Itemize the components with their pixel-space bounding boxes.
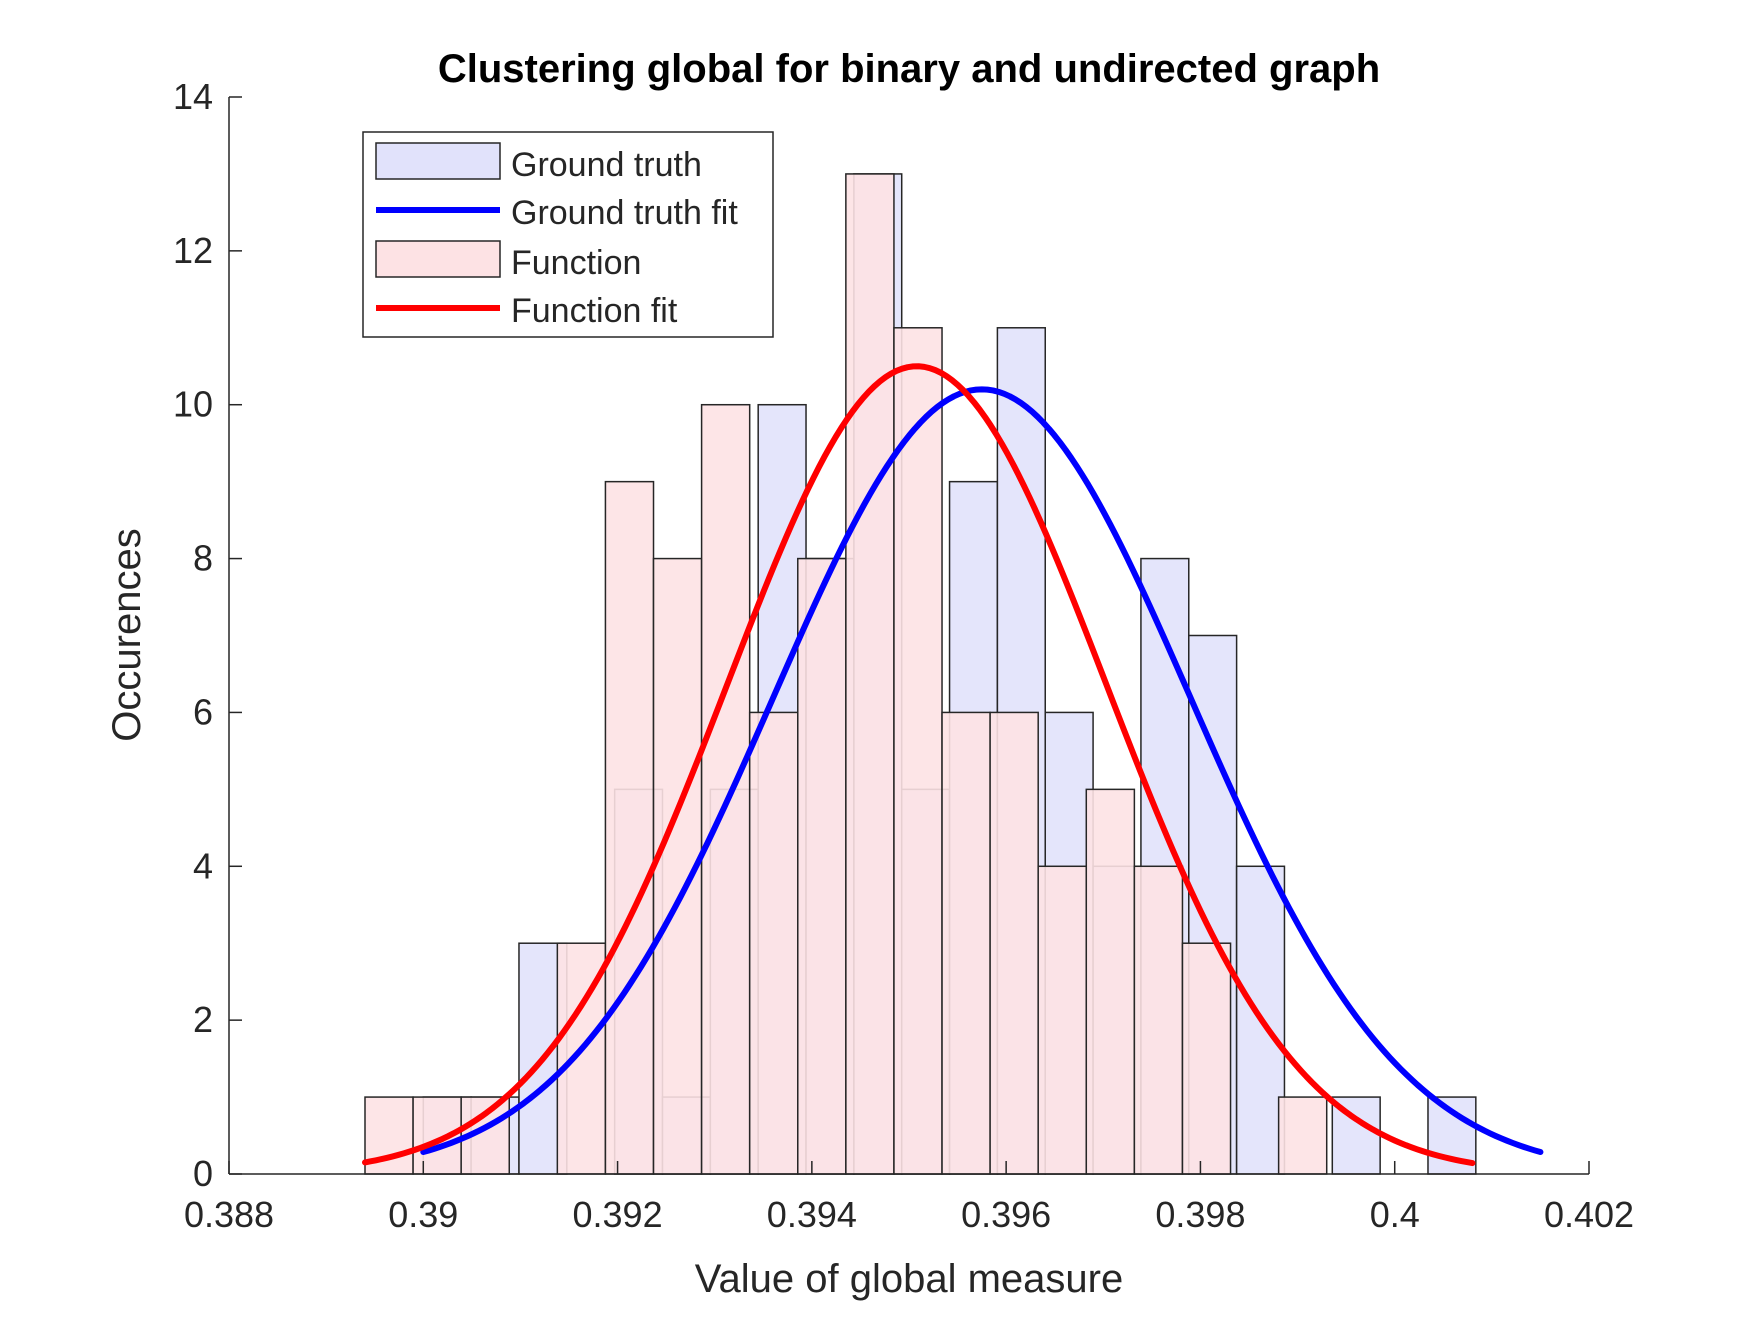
x-tick-label: 0.388 <box>184 1194 274 1235</box>
chart-title: Clustering global for binary and undirec… <box>438 47 1380 91</box>
x-tick-label: 0.4 <box>1370 1194 1420 1235</box>
function-bar <box>845 173 895 1175</box>
y-tick-label: 14 <box>173 76 213 117</box>
function-bar <box>797 557 847 1175</box>
axes <box>228 97 1589 1175</box>
y-tick-label: 10 <box>173 384 213 425</box>
x-tick-label: 0.402 <box>1544 1194 1634 1235</box>
x-tick-label: 0.396 <box>961 1194 1051 1235</box>
x-tick-label: 0.392 <box>573 1194 663 1235</box>
y-tick-label: 4 <box>193 845 213 886</box>
legend-swatch-ground-truth <box>375 142 501 180</box>
legend-label-function-fit: Function fit <box>511 292 678 330</box>
function-fit-curve <box>362 363 1476 1167</box>
y-tick-label: 12 <box>173 230 213 271</box>
ticks: 0.388 0.39 0.392 0.394 0.396 0.398 0.4 0.402 0 2 4… <box>173 76 1634 1235</box>
function-bar <box>604 480 655 1175</box>
y-tick-label: 2 <box>193 999 213 1040</box>
function-bar <box>941 711 991 1175</box>
y-tick-label: 0 <box>193 1153 213 1194</box>
function-bar <box>1277 1096 1328 1175</box>
legend-label-ground-truth-fit: Ground truth fit <box>511 194 738 232</box>
y-axis-label: Occurences <box>105 528 149 741</box>
legend-label-function: Function <box>511 244 641 282</box>
x-tick-label: 0.394 <box>767 1194 857 1235</box>
function-bar <box>700 403 751 1175</box>
legend-swatch-function <box>375 240 501 278</box>
x-tick-label: 0.398 <box>1155 1194 1245 1235</box>
function-bar <box>748 711 799 1175</box>
function-bar <box>1037 865 1088 1175</box>
function-bar <box>1085 788 1136 1175</box>
function-bar <box>1181 942 1232 1175</box>
function-bar <box>893 327 943 1175</box>
legend: Ground truth Ground truth fit Function F… <box>362 131 774 338</box>
function-bars <box>364 173 1328 1175</box>
x-axis-label: Value of global measure <box>695 1257 1123 1301</box>
y-tick-label: 6 <box>193 691 213 732</box>
function-bar <box>1133 865 1184 1175</box>
function-bar <box>989 711 1039 1175</box>
legend-label-ground-truth: Ground truth <box>511 146 702 184</box>
ground-truth-fit-curve <box>420 386 1544 1156</box>
x-tick-label: 0.39 <box>388 1194 458 1235</box>
y-tick-label: 8 <box>193 538 213 579</box>
fit-curves <box>362 363 1544 1167</box>
